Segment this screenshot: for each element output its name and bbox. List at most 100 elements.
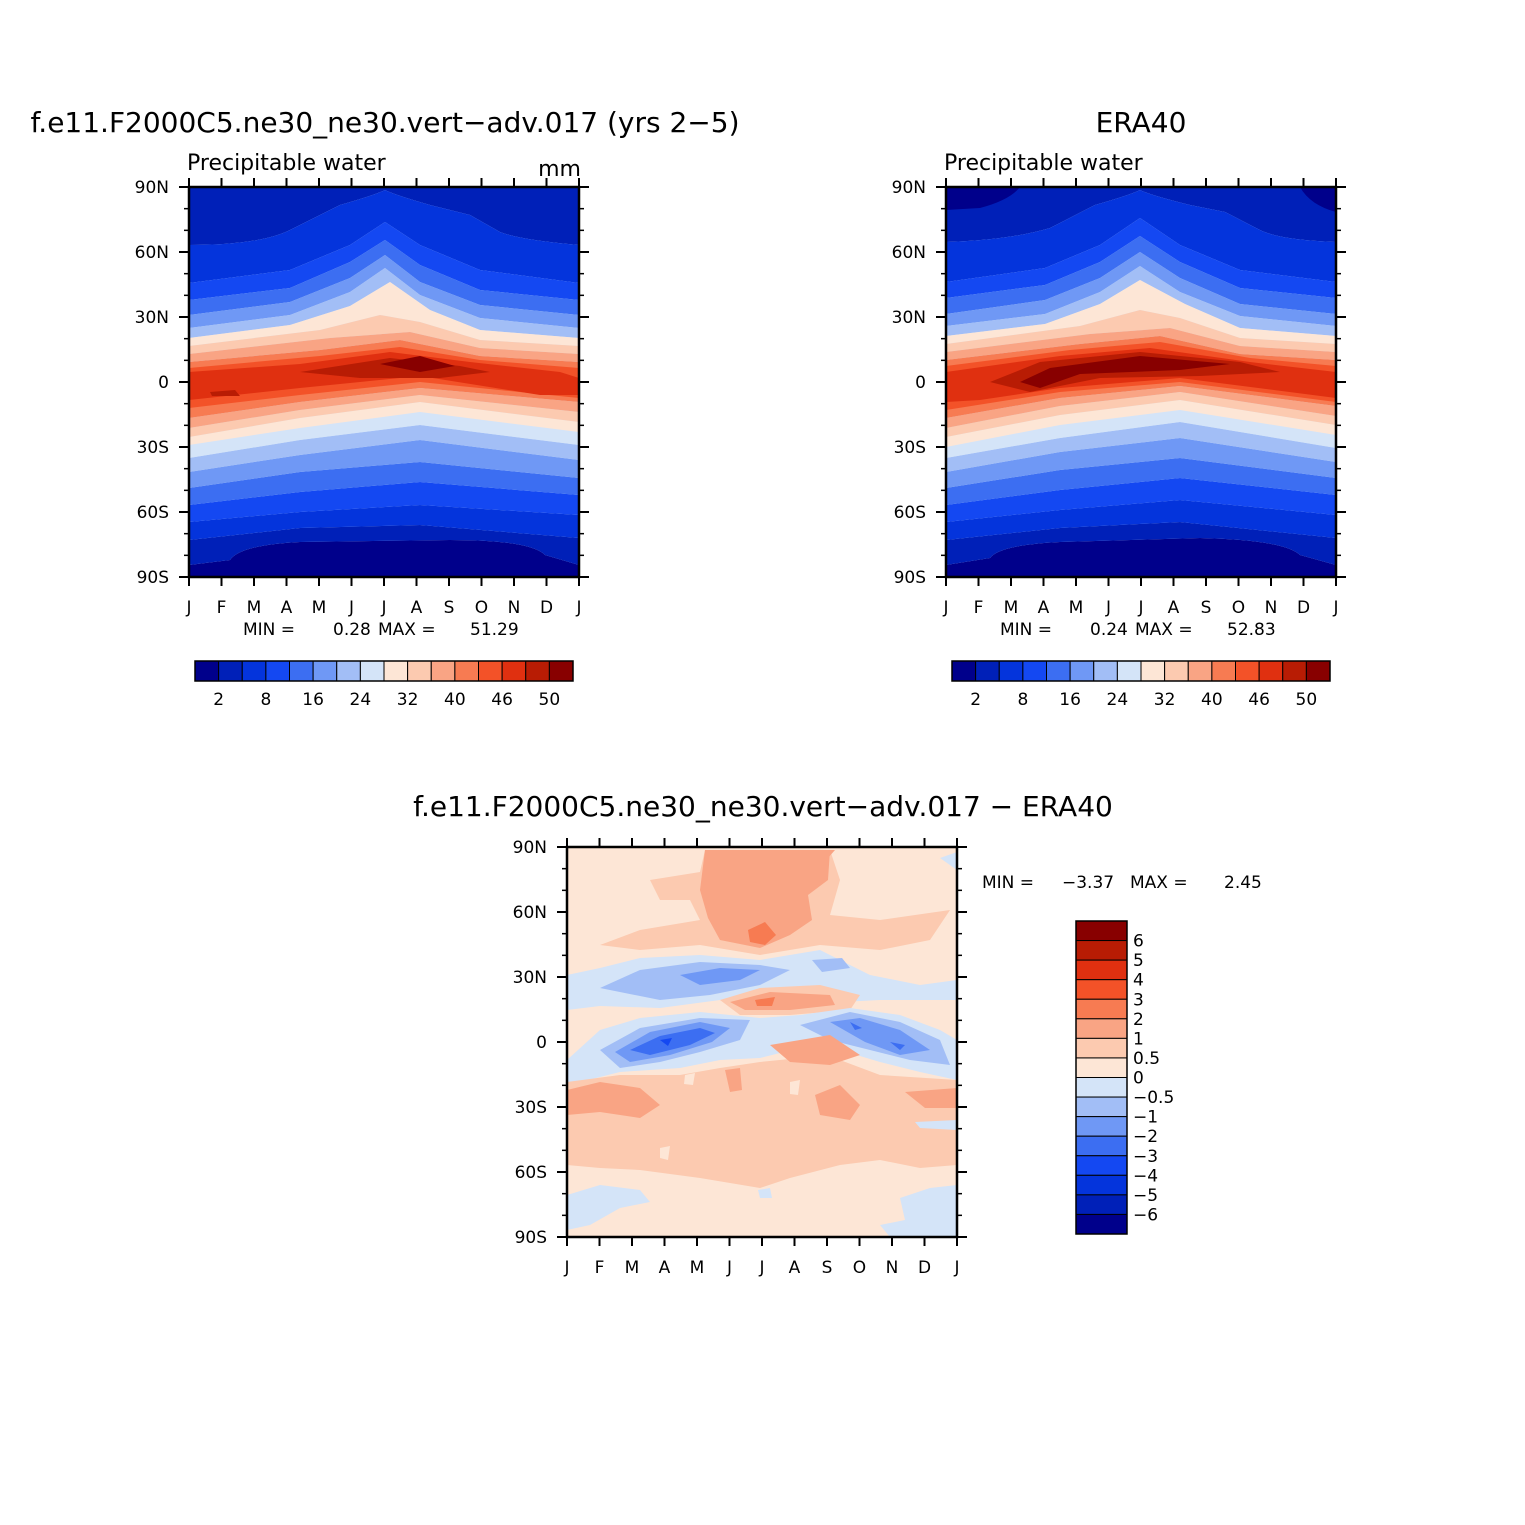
pw-band-n1 xyxy=(189,268,579,338)
era-band-north-polar xyxy=(946,187,1336,242)
diff-sp-neg-2 xyxy=(880,1185,957,1237)
pw-band-s3 xyxy=(189,462,579,505)
pw-band-s0 xyxy=(189,412,579,458)
panel-model-colorbar-swatch xyxy=(407,660,432,682)
panel-diff-ytick-label: 90S xyxy=(515,1228,547,1248)
panel-era40-xtick-label: F xyxy=(974,598,984,618)
panel-model-xtick-label: A xyxy=(411,598,423,618)
panel-era40-ytick-label: 60N xyxy=(892,243,926,263)
panel-diff-colorbar-swatch xyxy=(1075,920,1128,942)
panel-diff-colorbar-label: 4 xyxy=(1133,971,1144,991)
era-band-s2 xyxy=(946,438,1336,488)
panel-era40-xtick-label: D xyxy=(1297,598,1310,618)
panel-era40-xtick-label: J xyxy=(1137,598,1143,618)
era-band-north-polar-core xyxy=(946,187,1336,212)
panel-model-colorbar-swatch xyxy=(194,660,220,682)
panel-era40-colorbar-swatch xyxy=(1235,660,1260,682)
era-band-s3 xyxy=(946,458,1336,505)
panel-model-colorbar-label: 24 xyxy=(350,690,372,710)
pw-band-n3 xyxy=(189,240,579,315)
panel-era40-colorbar-swatch xyxy=(1022,660,1047,682)
panel-diff-colorbar-label: 1 xyxy=(1133,1029,1144,1049)
pw-band-trop-core4 xyxy=(300,358,490,378)
pw-band-n4 xyxy=(189,222,579,300)
panel-era40-colorbar-swatch xyxy=(1140,660,1166,682)
panel-diff-colorbar-swatch xyxy=(1075,1174,1128,1196)
pw-band-n0 xyxy=(189,282,579,346)
panel-model-colorbar: 2 8 16 24 32 40 46 50 xyxy=(194,660,574,710)
panel-diff-max-value: 2.45 xyxy=(1224,873,1262,893)
panel-model-colorbar-swatch xyxy=(430,660,456,682)
panel-diff-colorbar-swatch xyxy=(1075,1155,1128,1176)
panel-model-colorbar-swatch xyxy=(265,660,290,682)
panel-model-xtick-label: O xyxy=(475,598,488,618)
panel-model-colorbar-label: 46 xyxy=(491,690,513,710)
panel-diff-colorbar-swatch xyxy=(1075,940,1128,961)
panel-era40-colorbar-label: 32 xyxy=(1154,690,1176,710)
panel-diff-colorbar-swatch xyxy=(1075,1037,1128,1059)
era-band-n5 xyxy=(946,190,1336,282)
panel-model-plot-area xyxy=(189,187,579,577)
era-band-south-polar xyxy=(946,538,1336,577)
panel-diff-max-label: MAX = xyxy=(1130,873,1188,893)
panel-diff-plot-area xyxy=(567,847,957,1237)
panel-diff-xtick-label: D xyxy=(918,1258,931,1278)
panel-model-colorbar-swatch xyxy=(359,660,385,682)
diff-eq-neg-4 xyxy=(630,1022,905,1055)
panel-era40-xtick-label: N xyxy=(1265,598,1278,618)
pw-band-trop-spot xyxy=(210,390,240,396)
panel-diff-colorbar-swatch xyxy=(1075,1194,1128,1215)
era-band-trop-s2 xyxy=(946,392,1336,437)
panel-era40-colorbar-label: 16 xyxy=(1059,690,1081,710)
panel-diff-colorbar-swatch xyxy=(1075,1057,1128,1078)
panel-era40-max-value: 52.83 xyxy=(1227,620,1276,640)
panel-model-colorbar-swatch xyxy=(525,660,550,682)
panel-era40-ytick-label: 90S xyxy=(894,568,926,588)
era-band-trop-s1 xyxy=(946,386,1336,428)
panel-era40-title: ERA40 xyxy=(1096,106,1187,139)
panel-model-xtick-label: J xyxy=(185,598,191,618)
panel-diff-colorbar-outline xyxy=(1075,920,1128,1235)
pw-band-s5 xyxy=(189,505,579,540)
panel-diff-xtick-label: M xyxy=(625,1258,640,1278)
panel-era40-subtitle: Precipitable water xyxy=(944,151,1144,176)
diff-north-pos-3 xyxy=(748,922,776,945)
era-band-n0 xyxy=(946,280,1336,344)
panel-diff-colorbar-swatch xyxy=(1075,1116,1128,1137)
panel-diff-xtick-label: J xyxy=(758,1258,764,1278)
pw-band-n5 xyxy=(189,190,579,283)
panel-diff-colorbar-label: 5 xyxy=(1133,951,1144,971)
panel-model-colorbar-swatch xyxy=(336,660,361,682)
panel-diff-ytick-label: 90N xyxy=(513,838,547,858)
panel-era40-colorbar-swatch xyxy=(1046,660,1071,682)
pw-band-trop-s2 xyxy=(189,395,579,437)
panel-model-ytick-label: 90S xyxy=(137,568,169,588)
panel-era40-colorbar-swatch xyxy=(1258,660,1284,682)
panel-diff-xtick-label: A xyxy=(789,1258,801,1278)
panel-diff-colorbar-swatch xyxy=(1075,1018,1128,1039)
panel-model-min-value: 0.28 xyxy=(333,620,371,640)
panel-model-subtitle: Precipitable water xyxy=(187,151,387,176)
panel-diff-colorbar-label: −3 xyxy=(1133,1147,1158,1167)
panel-model-colorbar-swatch xyxy=(383,660,409,682)
era-band-n1 xyxy=(946,266,1336,336)
era-band-s6 xyxy=(946,522,1336,565)
panel-model-ytick-label: 30S xyxy=(137,438,169,458)
panel-model-colorbar-swatch xyxy=(218,660,243,682)
panel-model-colorbar-label: 8 xyxy=(260,690,271,710)
era-band-s5 xyxy=(946,500,1336,540)
panel-diff-colorbar-label: −4 xyxy=(1133,1166,1158,1186)
panel-diff-xtick-label: F xyxy=(595,1258,605,1278)
panel-diff-ytick-label: 60S xyxy=(515,1163,547,1183)
panel-model-xtick-label: J xyxy=(575,598,581,618)
pw-band-trop-max xyxy=(380,356,455,372)
pw-band-trop-s1 xyxy=(189,388,579,428)
panel-era40-colorbar-swatch xyxy=(975,660,1000,682)
panel-model-colorbar-label: 2 xyxy=(213,690,224,710)
panel-era40-ytick-label: 30S xyxy=(894,438,926,458)
panel-era40-colorbar-label: 24 xyxy=(1107,690,1129,710)
panel-diff-colorbar-label: −0.5 xyxy=(1133,1088,1174,1108)
